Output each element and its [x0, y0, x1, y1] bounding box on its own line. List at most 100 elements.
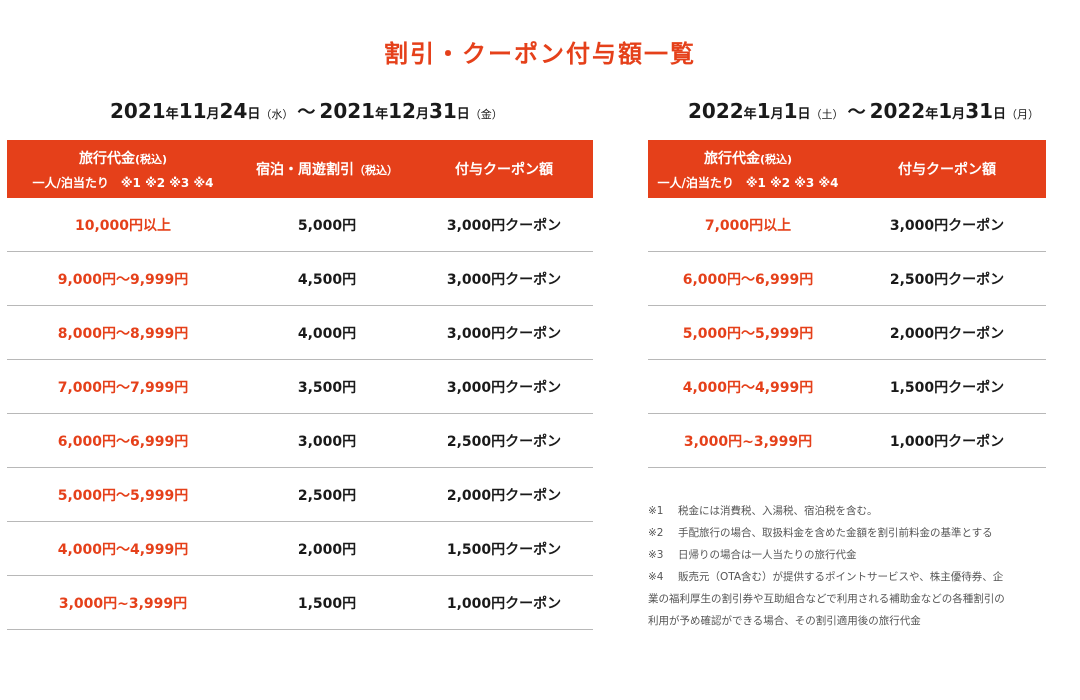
cell-travel-price: 4,000円～4,999円	[648, 359, 848, 414]
period2-start-month-unit: 月	[770, 107, 784, 122]
header-discount: 宿泊・周遊割引（税込）	[239, 140, 415, 198]
table-row: 8,000円～8,999円 4,000円 3,000円クーポン	[7, 305, 593, 360]
footnote-text: 業の福利厚生の割引券や互助組合などで利用される補助金などの各種割引の	[648, 593, 1005, 605]
cell-coupon: 2,000円クーポン	[848, 305, 1046, 360]
cell-travel-price: 5,000円～5,999円	[648, 305, 848, 360]
cell-travel-price: 10,000円以上	[7, 198, 239, 252]
cell-coupon: 3,000円クーポン	[415, 305, 593, 360]
footnote-text: 日帰りの場合は一人当たりの旅行代金	[678, 549, 857, 561]
page-title: 割引・クーポン付与額一覧	[384, 40, 696, 68]
cell-travel-price: 3,000円~3,999円	[648, 413, 848, 468]
cell-coupon: 1,500円クーポン	[415, 521, 593, 576]
period2-end-month: 1	[938, 99, 953, 123]
period1-start-day: 24	[219, 99, 248, 123]
cell-discount: 4,000円	[239, 305, 415, 360]
table-row: 4,000円～4,999円 2,000円 1,500円クーポン	[7, 521, 593, 576]
cell-coupon: 2,500円クーポン	[848, 251, 1046, 306]
footnote-line: ※1 税金には消費税、入湯税、宿泊税を含む。	[648, 500, 1068, 522]
discount-table-2021: 旅行代金(税込) 一人/泊当たり ※1 ※2 ※3 ※4 宿泊・周遊割引（税込）…	[7, 140, 593, 630]
table-row: 6,000円～6,999円 2,500円クーポン	[648, 251, 1046, 306]
header-travel-price-tax: (税込)	[134, 152, 168, 166]
period2-end-weekday: （月）	[1006, 108, 1040, 121]
period1-end-year: 2021	[319, 99, 376, 123]
cell-travel-price: 8,000円～8,999円	[7, 305, 239, 360]
cell-discount: 1,500円	[239, 575, 415, 630]
period2-end-month-unit: 月	[952, 107, 966, 122]
period2-start-day: 1	[783, 99, 798, 123]
period2-start-weekday: （土）	[810, 108, 844, 121]
footnote-mark: ※2	[648, 527, 664, 539]
cell-coupon: 3,000円クーポン	[848, 198, 1046, 252]
footnote-mark: ※4	[648, 571, 664, 583]
period1-end-month: 12	[388, 99, 416, 123]
period2-start-year-unit: 年	[743, 107, 757, 122]
cell-coupon: 3,000円クーポン	[415, 251, 593, 306]
footnote-mark: ※1	[648, 505, 664, 517]
table-row: 7,000円～7,999円 3,500円 3,000円クーポン	[7, 359, 593, 414]
cell-discount: 3,000円	[239, 413, 415, 468]
header-travel-price-tax: (税込)	[759, 152, 793, 166]
cell-travel-price: 6,000円～6,999円	[7, 413, 239, 468]
footnote-line: 利用が予め確認ができる場合、その割引適用後の旅行代金	[648, 610, 1068, 632]
table-row: 5,000円～5,999円 2,000円クーポン	[648, 305, 1046, 360]
period2-end-year-unit: 年	[925, 107, 939, 122]
footnote-line: ※2 手配旅行の場合、取扱料金を含めた金額を割引前料金の基準とする	[648, 522, 1068, 544]
cell-travel-price: 7,000円～7,999円	[7, 359, 239, 414]
cell-discount: 3,500円	[239, 359, 415, 414]
cell-discount: 2,500円	[239, 467, 415, 522]
header-coupon: 付与クーポン額	[848, 140, 1046, 198]
cell-discount: 4,500円	[239, 251, 415, 306]
period2-start-month: 1	[756, 99, 771, 123]
header-per-person-note: 一人/泊当たり ※1 ※2 ※3 ※4	[657, 175, 839, 190]
footnote-text: 手配旅行の場合、取扱料金を含めた金額を割引前料金の基準とする	[678, 527, 993, 539]
period1-tilde: ～	[297, 102, 316, 123]
period1-end-month-unit: 月	[415, 107, 429, 122]
period2-start-year: 2022	[688, 99, 744, 123]
table-row: 4,000円～4,999円 1,500円クーポン	[648, 359, 1046, 414]
table-row: 3,000円~3,999円 1,000円クーポン	[648, 413, 1046, 468]
period2-end-day-unit: 日	[993, 107, 1007, 122]
header-discount-label: 宿泊・周遊割引	[256, 162, 354, 178]
cell-travel-price: 6,000円～6,999円	[648, 251, 848, 306]
cell-travel-price: 4,000円～4,999円	[7, 521, 239, 576]
cell-travel-price: 5,000円～5,999円	[7, 467, 239, 522]
period1-start-weekday: （水）	[260, 108, 294, 121]
cell-coupon: 3,000円クーポン	[415, 359, 593, 414]
period1-end-year-unit: 年	[375, 107, 389, 122]
period1-date: 2021年11月24日（水）～ 2021年12月31日（金）	[110, 98, 503, 124]
period1-end-weekday: （金）	[469, 108, 503, 121]
period2-end-year: 2022	[869, 99, 926, 123]
period1-start-month-unit: 月	[206, 107, 220, 122]
cell-coupon: 1,000円クーポン	[848, 413, 1046, 468]
period1-start-year: 2021	[110, 99, 166, 123]
header-travel-price: 旅行代金(税込) 一人/泊当たり ※1 ※2 ※3 ※4	[648, 140, 848, 198]
table-row: 7,000円以上 3,000円クーポン	[648, 198, 1046, 252]
footnote-line: ※3 日帰りの場合は一人当たりの旅行代金	[648, 544, 1068, 566]
cell-coupon: 1,500円クーポン	[848, 359, 1046, 414]
period1-start-day-unit: 日	[247, 107, 261, 122]
cell-travel-price: 7,000円以上	[648, 198, 848, 252]
header-travel-price: 旅行代金(税込) 一人/泊当たり ※1 ※2 ※3 ※4	[7, 140, 239, 198]
period1-start-year-unit: 年	[165, 107, 179, 122]
header-discount-tax: （税込）	[354, 164, 398, 177]
cell-discount: 2,000円	[239, 521, 415, 576]
header-travel-price-label: 旅行代金	[703, 150, 760, 167]
cell-travel-price: 9,000円～9,999円	[7, 251, 239, 306]
footnote-line: ※4 販売元（OTA含む）が提供するポイントサービスや、株主優待券、企	[648, 566, 1068, 588]
footnote-line: 業の福利厚生の割引券や互助組合などで利用される補助金などの各種割引の	[648, 588, 1068, 610]
period2-tilde: ～	[847, 102, 866, 123]
cell-coupon: 3,000円クーポン	[415, 198, 593, 252]
header-per-person-note: 一人/泊当たり ※1 ※2 ※3 ※4	[32, 175, 214, 190]
table-row: 9,000円～9,999円 4,500円 3,000円クーポン	[7, 251, 593, 306]
period1-end-day: 31	[428, 99, 457, 123]
discount-table-2022: 旅行代金(税込) 一人/泊当たり ※1 ※2 ※3 ※4 付与クーポン額 7,0…	[648, 140, 1046, 468]
footnote-text: 税金には消費税、入湯税、宿泊税を含む。	[678, 505, 878, 517]
period1-start-month: 11	[178, 99, 207, 123]
cell-coupon: 1,000円クーポン	[415, 575, 593, 630]
footnotes: ※1 税金には消費税、入湯税、宿泊税を含む。 ※2 手配旅行の場合、取扱料金を含めた金…	[648, 500, 1068, 632]
table-row: 5,000円～5,999円 2,500円 2,000円クーポン	[7, 467, 593, 522]
table-row: 10,000円以上 5,000円 3,000円クーポン	[7, 198, 593, 252]
table-row: 3,000円~3,999円 1,500円 1,000円クーポン	[7, 575, 593, 630]
cell-travel-price: 3,000円~3,999円	[7, 575, 239, 630]
table-header-row: 旅行代金(税込) 一人/泊当たり ※1 ※2 ※3 ※4 宿泊・周遊割引（税込）…	[7, 140, 593, 198]
